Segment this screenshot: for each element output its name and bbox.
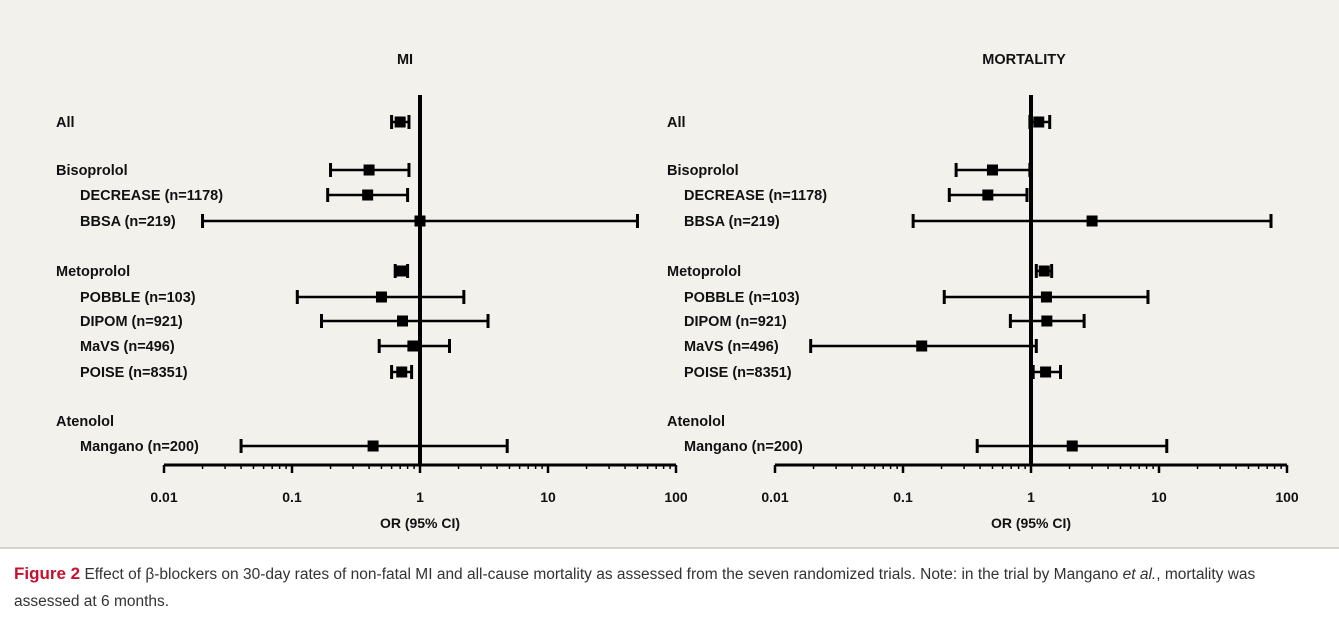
row-label: BBSA (n=219): [684, 214, 780, 230]
caption-text-1: Effect of β-blockers on 30-day rates of …: [84, 566, 1123, 583]
point-estimate: [1038, 265, 1050, 277]
x-tick-label: 1: [416, 489, 424, 505]
point-estimate: [397, 315, 409, 327]
row-label: All: [667, 115, 686, 131]
x-tick-label: 100: [1275, 489, 1299, 505]
x-tick-label: 0.01: [761, 489, 788, 505]
point-estimate: [1040, 366, 1052, 378]
x-axis-label: OR (95% CI): [991, 515, 1071, 531]
row-label: Atenolol: [56, 414, 114, 430]
row-label: DIPOM (n=921): [80, 314, 183, 330]
point-estimate: [916, 340, 928, 352]
row-label: MaVS (n=496): [684, 339, 779, 355]
row-label: Mangano (n=200): [684, 439, 803, 455]
figure-caption: Figure 2 Effect of β-blockers on 30-day …: [14, 560, 1324, 615]
figure-panel: MI 0.01 0.1 1 10 100 OR (95% CI) All Bisoprolol D…: [0, 0, 1339, 547]
x-tick-label: 100: [664, 489, 688, 505]
point-estimate: [1040, 291, 1052, 303]
row-label: POISE (n=8351): [684, 365, 792, 381]
x-tick-label: 1: [1027, 489, 1035, 505]
x-tick-label: 0.1: [282, 489, 302, 505]
chart-title: MORTALITY: [982, 52, 1066, 68]
x-axis-label: OR (95% CI): [380, 515, 460, 531]
row-label: POBBLE (n=103): [684, 290, 800, 306]
point-estimate: [375, 291, 387, 303]
point-estimate: [362, 189, 374, 201]
row-label: Bisoprolol: [56, 163, 128, 179]
row-label: POISE (n=8351): [80, 365, 188, 381]
point-estimate: [363, 164, 375, 176]
point-estimate: [982, 189, 994, 201]
point-estimate: [414, 215, 426, 227]
point-estimate: [394, 116, 406, 128]
row-label: DIPOM (n=921): [684, 314, 787, 330]
point-estimate: [986, 164, 998, 176]
chart-title: MI: [397, 52, 413, 68]
point-estimate: [1041, 315, 1053, 327]
point-estimate: [407, 340, 419, 352]
row-label: Mangano (n=200): [80, 439, 199, 455]
forest-plots: MI 0.01 0.1 1 10 100 OR (95% CI) All Bisoprolol D…: [56, 52, 1299, 531]
row-label: DECREASE (n=1178): [80, 188, 223, 204]
row-label: BBSA (n=219): [80, 214, 176, 230]
point-estimate: [1066, 440, 1078, 452]
row-label: DECREASE (n=1178): [684, 188, 827, 204]
point-estimate: [367, 440, 379, 452]
x-tick-label: 0.01: [150, 489, 177, 505]
row-label: Metoprolol: [56, 264, 130, 280]
point-estimate: [396, 265, 408, 277]
x-tick-label: 10: [540, 489, 556, 505]
point-estimate: [396, 366, 408, 378]
point-estimate: [1086, 215, 1098, 227]
row-label: All: [56, 115, 75, 131]
row-label: POBBLE (n=103): [80, 290, 196, 306]
x-tick-label: 10: [1151, 489, 1167, 505]
point-estimate: [1033, 116, 1045, 128]
row-label: Metoprolol: [667, 264, 741, 280]
row-label: MaVS (n=496): [80, 339, 175, 355]
caption-text-2: , mortality was assessed at 6 months.: [14, 566, 1256, 610]
row-label: Bisoprolol: [667, 163, 739, 179]
row-label: Atenolol: [667, 414, 725, 430]
caption-text-italic: et al.: [1122, 566, 1157, 583]
figure-label: Figure 2: [14, 564, 81, 583]
x-tick-label: 0.1: [893, 489, 913, 505]
caption-divider: [0, 547, 1339, 549]
